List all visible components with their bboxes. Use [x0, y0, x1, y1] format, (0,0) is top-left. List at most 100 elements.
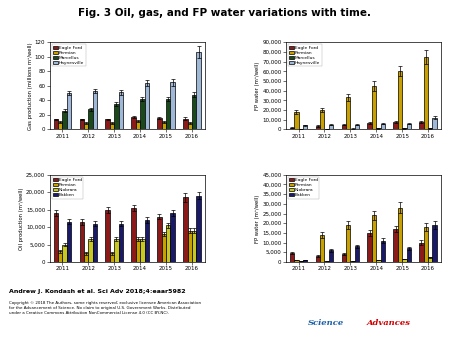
Bar [114, 239, 119, 262]
Text: Science: Science [308, 319, 345, 328]
Bar [406, 124, 411, 129]
Bar [88, 109, 93, 129]
Bar [346, 97, 351, 129]
Bar [114, 104, 119, 129]
Bar [80, 119, 84, 129]
Bar [355, 125, 359, 129]
Bar [303, 125, 307, 129]
Bar [105, 119, 110, 129]
Bar [166, 225, 171, 262]
Y-axis label: Gas production (millions m³/well): Gas production (millions m³/well) [28, 42, 33, 130]
Bar [342, 125, 346, 129]
Bar [320, 235, 324, 262]
Bar [58, 251, 63, 262]
Bar [67, 93, 71, 129]
Bar [351, 261, 355, 262]
Bar [368, 233, 372, 262]
Bar [376, 128, 381, 129]
Bar [372, 215, 376, 262]
Bar [381, 241, 385, 262]
Bar [402, 128, 406, 129]
Bar [393, 122, 398, 129]
Bar [136, 121, 140, 129]
Text: Advances: Advances [367, 319, 411, 328]
Bar [157, 118, 162, 129]
Bar [131, 117, 136, 129]
Bar [171, 82, 175, 129]
Bar [84, 123, 88, 129]
Bar [119, 92, 123, 129]
Bar [320, 110, 324, 129]
Bar [346, 225, 351, 262]
Bar [398, 71, 402, 129]
Bar [342, 254, 346, 262]
Bar [157, 217, 162, 262]
Bar [131, 208, 136, 262]
Bar [162, 122, 166, 129]
Bar [294, 112, 299, 129]
Bar [67, 222, 71, 262]
Bar [105, 210, 110, 262]
Bar [188, 231, 192, 262]
Bar [162, 234, 166, 262]
Bar [428, 257, 432, 262]
Bar [166, 99, 171, 129]
Bar [140, 239, 144, 262]
Bar [393, 229, 398, 262]
Bar [93, 224, 97, 262]
Legend: Eagle Ford, Permian, Niobrara, Bakken: Eagle Ford, Permian, Niobrara, Bakken [288, 177, 320, 199]
Bar [432, 225, 437, 262]
Bar [316, 126, 320, 129]
Bar [368, 123, 372, 129]
Bar [329, 250, 333, 262]
Bar [324, 261, 329, 262]
Bar [299, 261, 303, 262]
Bar [192, 95, 196, 129]
Bar [183, 119, 188, 129]
Bar [110, 123, 114, 129]
Bar [376, 260, 381, 262]
Bar [329, 125, 333, 129]
Y-axis label: FP water (m³/well): FP water (m³/well) [255, 194, 260, 243]
Bar [316, 256, 320, 262]
Bar [423, 57, 428, 129]
Text: B: B [290, 45, 297, 54]
Text: A: A [54, 45, 61, 54]
Text: Andrew J. Kondash et al. Sci Adv 2018;4:eaar5982: Andrew J. Kondash et al. Sci Adv 2018;4:… [9, 289, 185, 294]
Bar [423, 227, 428, 262]
Bar [54, 213, 58, 262]
Bar [398, 208, 402, 262]
Bar [428, 128, 432, 129]
Y-axis label: FP water (m³/well): FP water (m³/well) [255, 62, 260, 110]
Bar [63, 244, 67, 262]
Bar [183, 197, 188, 262]
Bar [192, 231, 196, 262]
Bar [63, 111, 67, 129]
Bar [171, 213, 175, 262]
Bar [196, 196, 201, 262]
Bar [144, 83, 149, 129]
Legend: Eagle Ford, Permian, Marcellus, Haynesville: Eagle Ford, Permian, Marcellus, Haynesvi… [52, 45, 86, 66]
Y-axis label: Oil production (m³/well): Oil production (m³/well) [19, 187, 24, 249]
Bar [88, 239, 93, 262]
Text: Fig. 3 Oil, gas, and FP water variations with time.: Fig. 3 Oil, gas, and FP water variations… [78, 8, 372, 19]
Bar [419, 243, 423, 262]
Bar [355, 246, 359, 262]
Text: D: D [290, 177, 298, 186]
Bar [93, 91, 97, 129]
Bar [80, 222, 84, 262]
Bar [144, 220, 149, 262]
Bar [419, 122, 423, 129]
Bar [381, 124, 385, 129]
Bar [119, 224, 123, 262]
Bar [136, 239, 140, 262]
Text: C: C [54, 177, 61, 186]
Bar [432, 118, 437, 129]
Bar [402, 259, 406, 262]
Text: Copyright © 2018 The Authors, some rights reserved; exclusive licensee American : Copyright © 2018 The Authors, some right… [9, 301, 201, 315]
Legend: Eagle Ford, Permian, Marcellus, Haynesville: Eagle Ford, Permian, Marcellus, Haynesvi… [288, 45, 322, 66]
Bar [196, 52, 201, 129]
Bar [372, 86, 376, 129]
Bar [406, 248, 411, 262]
Bar [54, 119, 58, 129]
